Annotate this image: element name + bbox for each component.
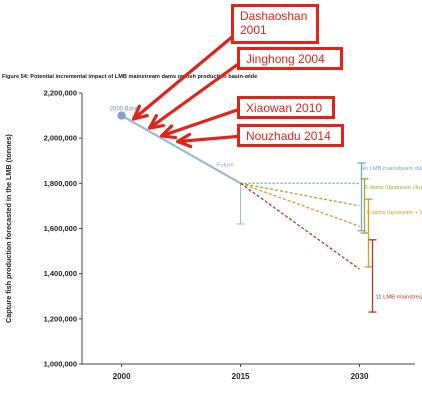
y-axis-label: Capture fish production forecasted in th… bbox=[4, 133, 13, 322]
callout-xiaowan-label: Xiaowan 2010 bbox=[246, 101, 323, 115]
callout-arrowhead-1 bbox=[132, 104, 149, 121]
callout-dashaoshan-line1: Dashaoshan bbox=[240, 9, 308, 23]
callout-arrowhead-4 bbox=[176, 132, 193, 149]
callout-arrowhead-3 bbox=[160, 124, 178, 140]
callout-arrow-3 bbox=[160, 106, 245, 138]
y-tick-label: 1,400,000 bbox=[44, 269, 77, 278]
y-tick-label: 2,200,000 bbox=[44, 89, 77, 98]
baseline-line bbox=[121, 114, 242, 185]
series-label-11-dams: 11 LMB mainstream dams bbox=[376, 295, 422, 301]
series-line-3 bbox=[240, 182, 360, 227]
baseline-label: 2000 Base bbox=[110, 107, 139, 113]
series-line-4 bbox=[240, 182, 360, 270]
callout-nouzhadu-label: Nouzhadu 2014 bbox=[246, 129, 331, 143]
y-tick-label: 2,000,000 bbox=[44, 134, 77, 143]
x-tick-label: 2030 bbox=[351, 372, 369, 381]
y-tick-label: 1,200,000 bbox=[44, 314, 77, 323]
series-label-6-dams: 6 dams (upstream cluster) bbox=[365, 185, 422, 191]
y-tick-label: 1,000,000 bbox=[44, 360, 77, 369]
callout-dashaoshan: Dashaoshan 2001 bbox=[231, 4, 319, 44]
callout-dashaoshan-line2: 2001 bbox=[240, 23, 267, 37]
y-tick-label: 1,800,000 bbox=[44, 179, 77, 188]
baseline-point bbox=[117, 111, 126, 120]
figure-title: Figure 54: Potential incremental impact … bbox=[2, 74, 258, 80]
x-tick-label: 2000 bbox=[113, 372, 131, 381]
callout-xiaowan: Xiaowan 2010 bbox=[237, 96, 335, 119]
callout-nouzhadu: Nouzhadu 2014 bbox=[237, 124, 344, 147]
series-line-2 bbox=[240, 182, 360, 207]
callout-arrowhead-2 bbox=[148, 114, 166, 130]
callout-arrow-1 bbox=[132, 30, 240, 121]
x-tick-label: 2015 bbox=[232, 372, 250, 381]
callout-jinghong-label: Jinghong 2004 bbox=[246, 52, 325, 66]
callout-jinghong: Jinghong 2004 bbox=[237, 47, 343, 70]
y-tick-label: 1,600,000 bbox=[44, 224, 77, 233]
series-label-9-dams: 9 dams (upstream + middle clusters) bbox=[367, 210, 422, 216]
callout-arrow-4 bbox=[176, 134, 245, 144]
callout-arrow-2 bbox=[148, 60, 243, 130]
future-label: Future bbox=[217, 162, 234, 168]
series-label-no-dam: No LMB mainstream dam bbox=[361, 166, 422, 172]
